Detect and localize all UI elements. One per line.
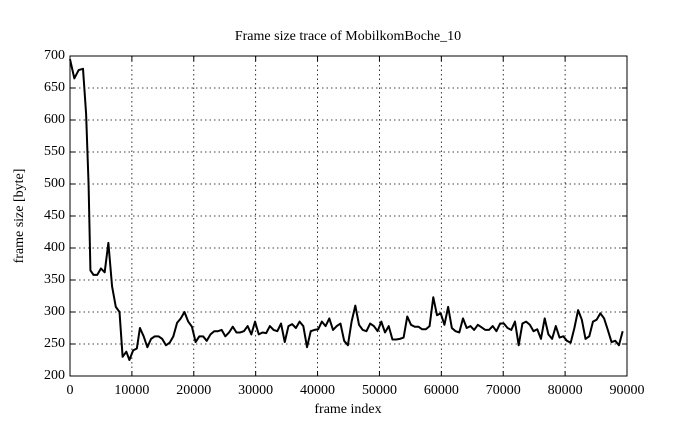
y-tick-label: 600 — [44, 112, 65, 127]
x-tick-label: 40000 — [300, 383, 335, 398]
y-tick-label: 350 — [44, 272, 65, 287]
x-tick-label: 80000 — [548, 383, 583, 398]
x-tick-label: 20000 — [176, 383, 211, 398]
y-tick-label: 550 — [44, 144, 65, 159]
chart-title: Frame size trace of MobilkomBoche_10 — [235, 29, 461, 44]
y-tick-label: 650 — [44, 80, 65, 95]
y-tick-label: 250 — [44, 336, 65, 351]
y-axis-label: frame size [byte] — [12, 169, 27, 264]
x-tick-label: 50000 — [362, 383, 397, 398]
y-tick-label: 300 — [44, 304, 65, 319]
x-tick-label: 10000 — [114, 383, 149, 398]
x-tick-label: 90000 — [610, 383, 645, 398]
y-tick-label: 450 — [44, 208, 65, 223]
x-tick-label: 70000 — [486, 383, 521, 398]
x-axis-label: frame index — [314, 402, 381, 417]
x-tick-label: 60000 — [424, 383, 459, 398]
y-tick-label: 200 — [44, 368, 65, 383]
x-tick-label: 0 — [67, 383, 74, 398]
x-tick-label: 30000 — [238, 383, 273, 398]
y-tick-label: 700 — [44, 48, 65, 63]
y-tick-label: 500 — [44, 176, 65, 191]
data-line — [69, 58, 624, 361]
y-tick-label: 400 — [44, 240, 65, 255]
plot-frame — [69, 55, 628, 377]
